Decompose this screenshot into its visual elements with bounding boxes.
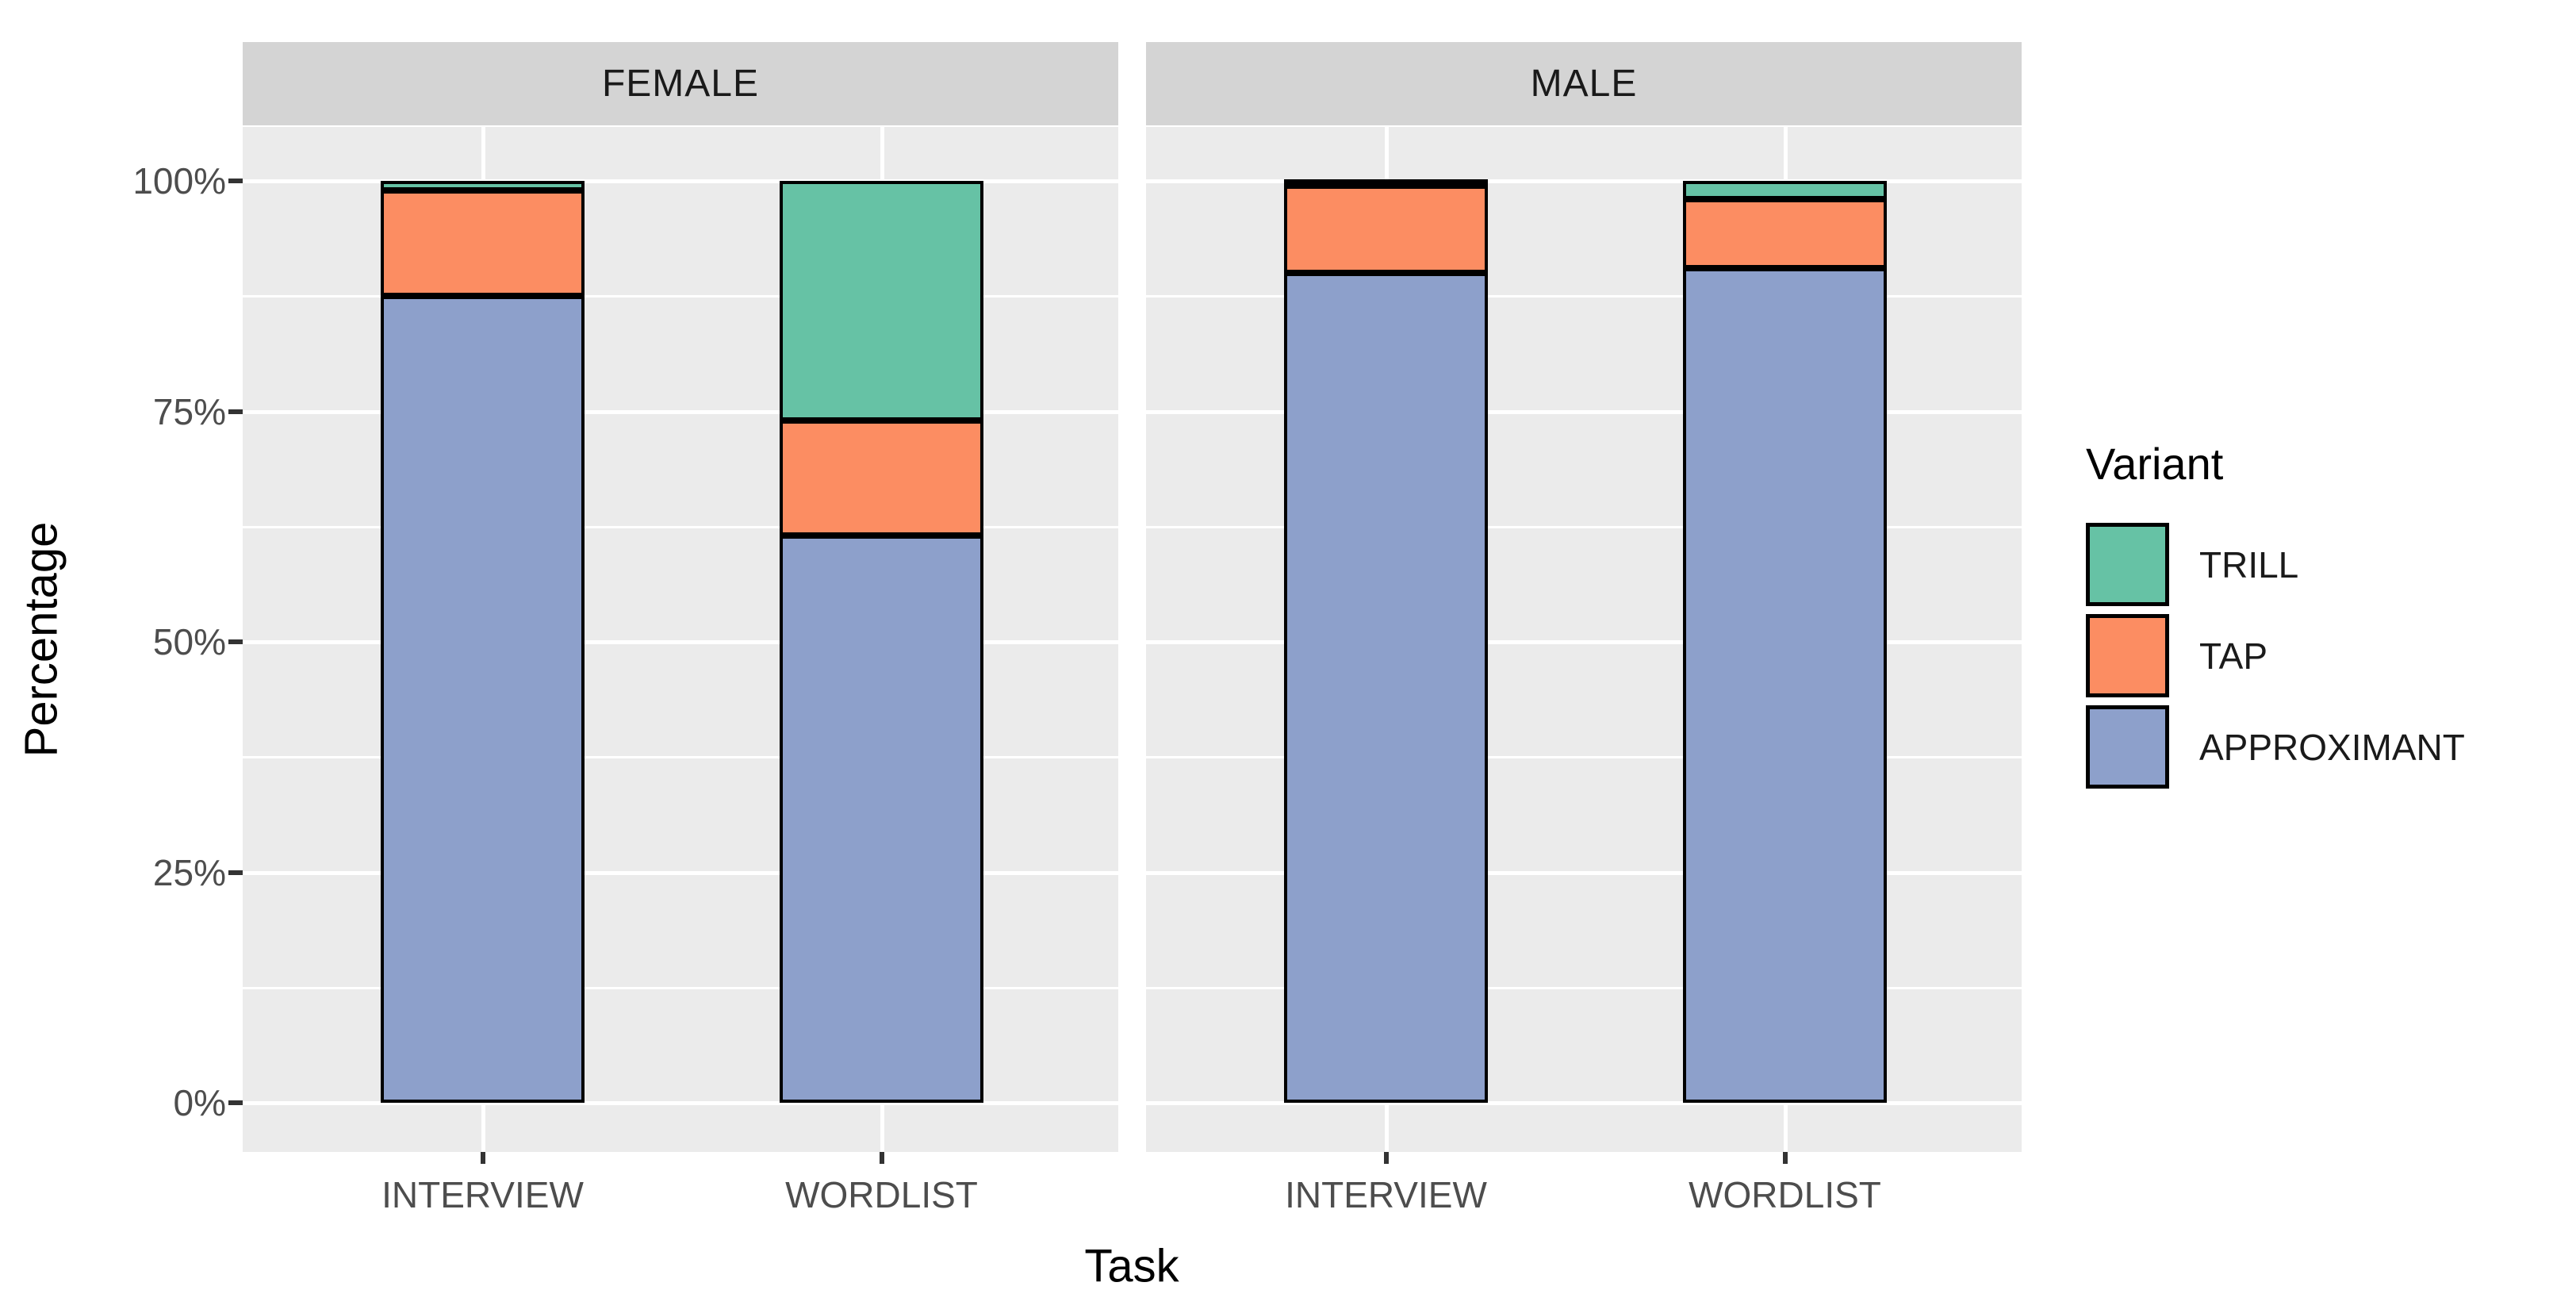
y-tick-label: 100% <box>132 160 226 202</box>
x-tick-label: INTERVIEW <box>381 1174 584 1215</box>
y-tick-label: 50% <box>152 621 226 662</box>
facet-strip-label: MALE <box>1530 63 1638 105</box>
bar-segment-tap <box>1683 199 1887 269</box>
major-gridline <box>243 409 1118 414</box>
y-tick-label: 0% <box>173 1082 226 1123</box>
plot-panel-male <box>1146 127 2022 1152</box>
y-tick-label: 75% <box>152 390 226 432</box>
bar-segment-tap <box>780 420 983 536</box>
legend-entry-label: APPROXIMANT <box>2199 726 2465 768</box>
y-tick-mark <box>228 179 243 183</box>
bar-male-wordlist <box>1683 181 1887 1103</box>
facet-strip-label: FEMALE <box>601 63 760 105</box>
minor-gridline <box>243 986 1118 989</box>
minor-gridline <box>243 756 1118 759</box>
legend-swatch-approximant <box>2086 705 2169 789</box>
legend-title: Variant <box>2086 439 2224 489</box>
minor-gridline <box>243 525 1118 528</box>
bar-segment-trill <box>1683 181 1887 200</box>
bar-segment-approximant <box>1683 268 1887 1103</box>
facet-strip-male: MALE <box>1146 42 2022 125</box>
y-tick-mark <box>228 870 243 875</box>
bar-male-interview <box>1284 179 1488 1103</box>
y-tick-mark <box>228 1100 243 1105</box>
minor-gridline <box>1146 986 2022 989</box>
minor-gridline <box>1146 525 2022 528</box>
x-tick-mark <box>879 1152 884 1164</box>
bar-segment-approximant <box>780 536 983 1103</box>
bar-segment-tap <box>1284 185 1488 274</box>
legend-entry-tap: TAP <box>2086 614 2562 697</box>
y-tick-label: 25% <box>152 851 226 893</box>
bar-segment-tap <box>381 190 585 297</box>
y-tick-mark <box>228 639 243 644</box>
x-tick-label: WORDLIST <box>785 1174 978 1215</box>
major-gridline <box>1146 409 2022 414</box>
legend-swatch-trill <box>2086 523 2169 606</box>
bar-segment-approximant <box>381 296 585 1103</box>
legend-entry-approximant: APPROXIMANT <box>2086 705 2562 789</box>
x-tick-label: WORDLIST <box>1689 1174 1881 1215</box>
x-tick-mark <box>480 1152 485 1164</box>
y-axis-title: Percentage <box>15 521 67 758</box>
x-tick-label: INTERVIEW <box>1285 1174 1487 1215</box>
bar-segment-trill <box>381 181 585 190</box>
x-tick-mark <box>1782 1152 1788 1164</box>
plot-panel-female <box>243 127 1118 1152</box>
legend-entry-trill: TRILL <box>2086 523 2562 606</box>
minor-gridline <box>1146 756 2022 759</box>
y-tick-mark <box>228 409 243 414</box>
major-gridline <box>1146 640 2022 644</box>
major-gridline <box>1146 179 2022 183</box>
legend-entry-label: TRILL <box>2199 543 2299 585</box>
minor-gridline <box>243 295 1118 298</box>
bar-segment-approximant <box>1284 273 1488 1103</box>
legend-entries: TRILL TAP APPROXIMANT <box>2086 523 2562 789</box>
major-gridline <box>243 179 1118 183</box>
minor-gridline <box>1146 295 2022 298</box>
bar-segment-trill <box>780 181 983 421</box>
x-tick-mark <box>1383 1152 1389 1164</box>
bar-female-wordlist <box>780 181 983 1103</box>
major-gridline <box>243 1101 1118 1105</box>
major-gridline <box>1146 1101 2022 1105</box>
x-axis-title: Task <box>1084 1240 1179 1292</box>
legend-entry-label: TAP <box>2199 635 2268 677</box>
legend: Variant TRILL TAP APPROXIMANT <box>2086 438 2562 797</box>
major-gridline <box>243 870 1118 875</box>
facet-strip-female: FEMALE <box>243 42 1118 125</box>
major-gridline <box>243 640 1118 644</box>
legend-swatch-tap <box>2086 614 2169 697</box>
bar-segment-trill <box>1284 179 1488 186</box>
bar-female-interview <box>381 181 585 1103</box>
major-gridline <box>1146 870 2022 875</box>
